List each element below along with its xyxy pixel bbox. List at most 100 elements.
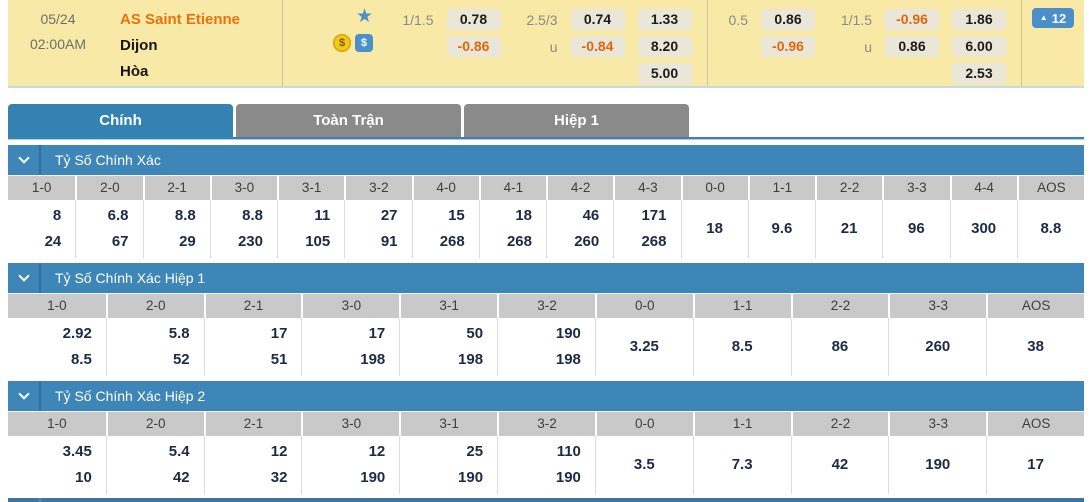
odds-cell-2-0[interactable]: 6.8 67	[75, 200, 142, 258]
odds-value[interactable]: 18	[515, 207, 532, 224]
odds-value[interactable]: 268	[641, 233, 667, 250]
next-section-header-partial[interactable]	[8, 498, 1084, 502]
handicap-home-odds[interactable]: 0.78	[446, 9, 501, 30]
odds-cell-1-0[interactable]: 2.92 8.5	[8, 318, 106, 376]
odds-value[interactable]: 198	[458, 351, 484, 368]
handicap-home-odds[interactable]: 0.86	[761, 9, 815, 30]
odds-cell-3-2[interactable]: 110 190	[497, 436, 595, 494]
odds-value[interactable]: 42	[172, 469, 190, 486]
odds-cell-4-1[interactable]: 18 268	[478, 200, 546, 258]
odds-value[interactable]: 8.5	[731, 338, 753, 355]
chevron-down-icon[interactable]	[8, 381, 41, 411]
odds-value[interactable]: 105	[305, 233, 331, 250]
odds-value[interactable]: 50	[466, 325, 484, 342]
odds-cell-2-1[interactable]: 12 32	[203, 436, 302, 494]
odds-value[interactable]: 7.3	[731, 456, 753, 473]
odds-value[interactable]: 5.4	[168, 443, 190, 460]
odds-value[interactable]: 8.8	[242, 207, 263, 224]
odds-value[interactable]: 12	[368, 443, 386, 460]
odds-cell-4-4[interactable]: 300	[949, 200, 1017, 258]
odds-value[interactable]: 27	[380, 207, 398, 224]
odds-cell-2-1[interactable]: 8.8 29	[142, 200, 210, 258]
odds-value[interactable]: 190	[458, 469, 484, 486]
odds-cell-4-0[interactable]: 15 268	[411, 200, 479, 258]
odds-cell-0-0[interactable]: 3.25	[594, 318, 693, 376]
odds-value[interactable]: 15	[448, 207, 465, 224]
under-odds[interactable]: 0.86	[885, 36, 939, 57]
odds-cell-2-0[interactable]: 5.4 42	[105, 436, 204, 494]
odds-value[interactable]: 96	[908, 220, 925, 237]
section-header[interactable]: Tỷ Số Chính Xác Hiệp 2	[8, 381, 1084, 411]
tab-hiep-1[interactable]: Hiệp 1	[464, 104, 689, 137]
odds-value[interactable]: 46	[582, 207, 600, 224]
odds-cell-3-2[interactable]: 190 198	[497, 318, 595, 376]
odds-value[interactable]: 230	[237, 233, 263, 250]
odds-value[interactable]: 21	[840, 220, 858, 237]
odds-cell-1-1[interactable]: 8.5	[692, 318, 791, 376]
odds-cell-2-0[interactable]: 5.8 52	[105, 318, 204, 376]
tab-chinh[interactable]: Chính	[8, 104, 233, 137]
odds-cell-AOS[interactable]: 17	[986, 436, 1084, 494]
odds-cell-AOS[interactable]: 8.8	[1016, 200, 1084, 258]
odds-value[interactable]: 32	[270, 469, 288, 486]
odds-value[interactable]: 5.8	[168, 325, 190, 342]
odds-value[interactable]: 198	[555, 351, 581, 368]
chevron-down-icon[interactable]	[8, 145, 41, 175]
odds-cell-0-0[interactable]: 3.5	[594, 436, 693, 494]
odds-cell-2-2[interactable]: 86	[790, 318, 889, 376]
odds-cell-3-0[interactable]: 12 190	[301, 436, 399, 494]
odds-value[interactable]: 171	[641, 207, 667, 224]
odds-cell-1-1[interactable]: 9.6	[747, 200, 815, 258]
odds-value[interactable]: 91	[380, 233, 398, 250]
odds-value[interactable]: 300	[971, 220, 997, 237]
odds-value[interactable]: 8.8	[174, 207, 196, 224]
odds-cell-2-1[interactable]: 17 51	[203, 318, 302, 376]
odds-value[interactable]: 18	[706, 220, 723, 237]
odds-cell-0-0[interactable]: 18	[680, 200, 748, 258]
odds-value[interactable]: 11	[314, 207, 331, 224]
odds-cell-1-1[interactable]: 7.3	[692, 436, 791, 494]
odds-value[interactable]: 10	[75, 469, 92, 486]
odds-value[interactable]: 9.6	[771, 220, 793, 237]
cash-icon[interactable]: $	[355, 34, 373, 52]
odds-cell-3-3[interactable]: 190	[888, 436, 986, 494]
odds-value[interactable]: 3.45	[62, 443, 92, 460]
odds-value[interactable]: 198	[360, 351, 386, 368]
odds-cell-3-1[interactable]: 25 190	[399, 436, 497, 494]
odds-value[interactable]: 8.5	[70, 351, 92, 368]
odds-value[interactable]: 268	[439, 233, 465, 250]
x12-draw-odds[interactable]: 2.53	[952, 63, 1006, 84]
odds-value[interactable]: 2.92	[62, 325, 92, 342]
odds-value[interactable]: 110	[556, 443, 581, 460]
odds-value[interactable]: 42	[831, 456, 849, 473]
odds-value[interactable]: 190	[555, 325, 581, 342]
odds-value[interactable]: 17	[1027, 456, 1044, 473]
odds-value[interactable]: 190	[360, 469, 386, 486]
odds-value[interactable]: 3.25	[629, 338, 659, 355]
handicap-away-odds[interactable]: -0.96	[761, 36, 815, 57]
odds-cell-3-3[interactable]: 260	[888, 318, 986, 376]
odds-value[interactable]: 52	[172, 351, 190, 368]
odds-value[interactable]: 25	[466, 443, 484, 460]
odds-value[interactable]: 8.8	[1040, 220, 1062, 237]
tab-toan-tran[interactable]: Toàn Trận	[236, 104, 461, 137]
odds-value[interactable]: 3.5	[633, 456, 655, 473]
under-odds[interactable]: -0.84	[570, 36, 625, 57]
section-header[interactable]: Tỷ Số Chính Xác	[8, 145, 1084, 175]
odds-value[interactable]: 190	[555, 469, 581, 486]
odds-cell-3-1[interactable]: 50 198	[399, 318, 497, 376]
odds-cell-3-2[interactable]: 27 91	[344, 200, 411, 258]
odds-cell-4-3[interactable]: 171 268	[613, 200, 680, 258]
x12-away-odds[interactable]: 8.20	[637, 36, 692, 57]
favorite-star-icon[interactable]: ★	[355, 6, 373, 27]
odds-value[interactable]: 268	[506, 233, 532, 250]
odds-value[interactable]: 8	[52, 207, 62, 224]
odds-value[interactable]: 260	[574, 233, 600, 250]
odds-cell-2-2[interactable]: 21	[815, 200, 882, 258]
odds-value[interactable]: 51	[270, 351, 288, 368]
odds-cell-AOS[interactable]: 38	[986, 318, 1084, 376]
odds-cell-3-1[interactable]: 11 105	[277, 200, 344, 258]
odds-cell-3-0[interactable]: 17 198	[301, 318, 399, 376]
odds-value[interactable]: 6.8	[107, 207, 129, 224]
handicap-away-odds[interactable]: -0.86	[446, 36, 501, 57]
